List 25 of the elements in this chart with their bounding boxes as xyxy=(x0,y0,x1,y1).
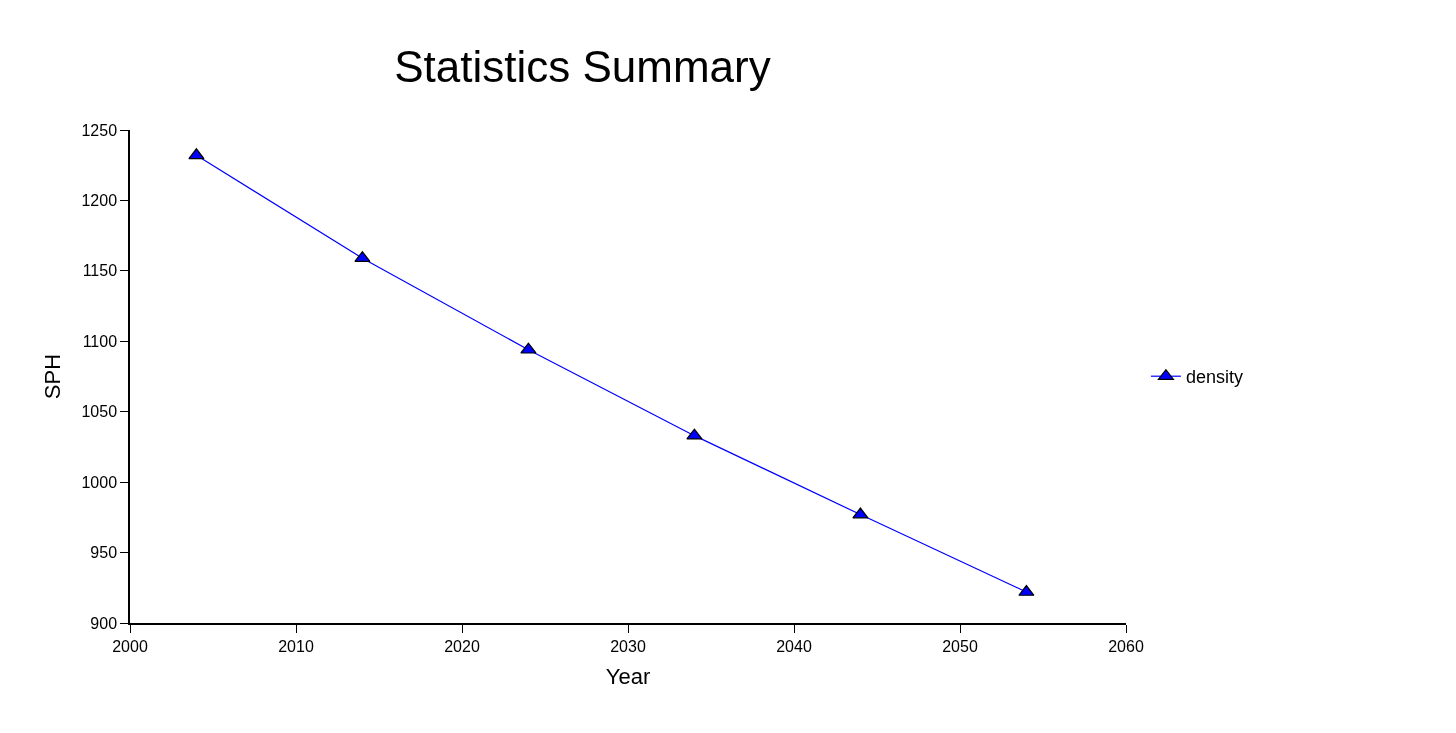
y-tick-label: 1150 xyxy=(82,262,118,280)
chart-title: Statistics Summary xyxy=(394,42,771,92)
x-tick-label: 2010 xyxy=(278,637,314,655)
y-axis-title: SPH xyxy=(39,353,65,400)
legend-label: density xyxy=(1185,367,1243,388)
y-tick-label: 1250 xyxy=(81,121,118,139)
point xyxy=(852,507,869,519)
point xyxy=(520,342,537,354)
y-tick-label: 1200 xyxy=(81,192,118,210)
point xyxy=(1018,584,1035,596)
y-tick-label: 950 xyxy=(90,544,118,562)
y-tick-label: 1000 xyxy=(81,473,118,491)
point xyxy=(354,251,371,263)
y-tick-label: 900 xyxy=(90,614,118,632)
y-tick-label: 1050 xyxy=(81,403,118,421)
point xyxy=(188,148,205,160)
x-tick-label: 2000 xyxy=(112,637,148,655)
x-tick-label: 2030 xyxy=(610,637,646,655)
x-tick-label: 2050 xyxy=(942,637,978,655)
point xyxy=(686,428,703,440)
x-tick-label: 2040 xyxy=(776,637,812,655)
x-axis-title: Year xyxy=(605,664,651,690)
x-tick-label: 2060 xyxy=(1108,637,1144,655)
x-tick-label: 2020 xyxy=(444,637,480,655)
y-tick-label: 1100 xyxy=(82,332,118,350)
